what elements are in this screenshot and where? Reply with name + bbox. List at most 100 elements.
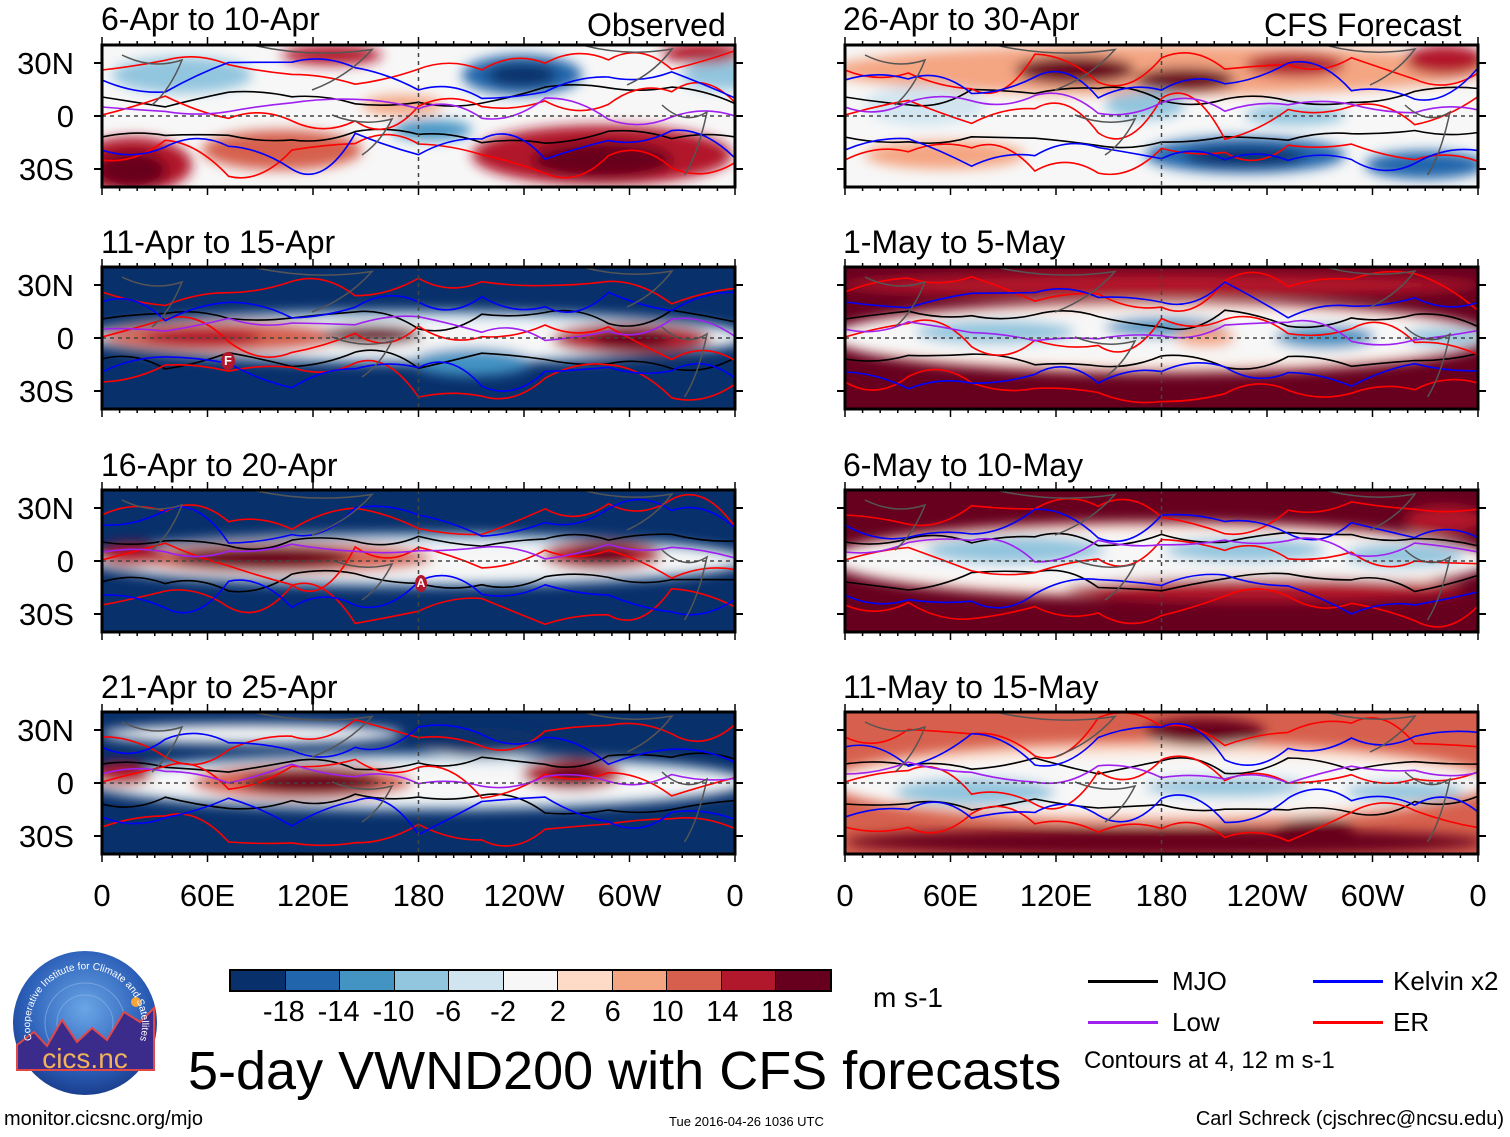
colorbar-label: -18: [262, 996, 305, 1028]
coastline: [121, 499, 184, 551]
contour-line: [845, 755, 1478, 810]
wind-anomaly-region: [1015, 56, 1135, 84]
wind-anomaly-region: [422, 727, 542, 757]
coastline: [581, 490, 674, 531]
map-panel-forecast-1: [837, 37, 1486, 195]
coastline: [661, 771, 709, 843]
coastline: [1404, 771, 1452, 843]
colorbar-label: 10: [651, 996, 684, 1028]
contour-line: [102, 763, 735, 789]
colorbar-label: -14: [317, 996, 360, 1028]
legend-line-low: [1088, 1021, 1158, 1024]
legend-label-mjo: MJO: [1172, 966, 1227, 996]
lat-label: 30N: [17, 491, 74, 526]
wind-anomaly-region: [865, 141, 1025, 169]
wind-anomaly-region: [1245, 53, 1345, 77]
wind-anomaly-region: [682, 60, 735, 90]
contour-line: [845, 788, 1478, 824]
panel-title: 26-Apr to 30-Apr: [843, 1, 1080, 37]
map-panel-forecast-4: [837, 704, 1486, 862]
coastline: [661, 104, 709, 176]
coastline: [121, 721, 184, 773]
lon-label: 180: [392, 878, 445, 913]
contour-line: [845, 573, 1478, 615]
colorbar-swatch: [394, 971, 450, 990]
wind-anomaly-region: [1105, 91, 1185, 119]
colorbar-label: -10: [372, 996, 415, 1028]
lon-label: 120W: [1226, 878, 1308, 913]
storm-marker: A: [415, 575, 427, 592]
map-panel-forecast-2: [837, 259, 1486, 417]
wind-anomaly-region: [1275, 325, 1375, 349]
footer-author[interactable]: Carl Schreck (cjschrec@ncsu.edu): [1195, 1108, 1504, 1130]
coastline: [121, 276, 184, 328]
lon-label: 60E: [922, 878, 979, 913]
wind-anomaly-region: [172, 546, 352, 570]
forecast-header: CFS Forecast: [1264, 7, 1462, 43]
lon-label: 120W: [483, 878, 565, 913]
lon-label: 0: [1469, 878, 1487, 913]
panel-title: 6-May to 10-May: [843, 447, 1084, 483]
contour-line: [102, 97, 735, 126]
coastline: [864, 276, 927, 328]
coastline: [864, 721, 927, 773]
coastline: [331, 781, 394, 823]
coastline: [661, 549, 709, 621]
colorbar-swatch: [449, 971, 504, 990]
lon-label: 180: [1135, 878, 1188, 913]
coastline: [1074, 336, 1137, 378]
coastline: [864, 54, 927, 106]
contour-line: [845, 319, 1478, 346]
coastline: [994, 712, 1117, 758]
colorbar: [229, 969, 832, 992]
colorbar-swatch: [231, 971, 286, 990]
colorbar-swatch: [776, 971, 831, 990]
coastline: [994, 45, 1117, 91]
colorbar-label: 14: [706, 996, 739, 1028]
coastline: [121, 54, 184, 106]
wind-anomaly-region: [915, 320, 1075, 344]
wind-anomaly-region: [895, 778, 1055, 806]
colorbar-swatch: [503, 971, 559, 990]
colorbar-swatch: [558, 971, 613, 990]
contour-line: [845, 143, 1478, 176]
colorbar-swatch: [667, 971, 722, 990]
legend-label-er: ER: [1393, 1007, 1430, 1037]
contour-line: [102, 533, 735, 551]
wind-anomaly-region: [1185, 147, 1305, 167]
contour-line: [102, 493, 735, 536]
coastline: [994, 267, 1117, 313]
storm-marker: F: [221, 352, 235, 370]
coastline: [331, 559, 394, 601]
contour-note: Contours at 4, 12 m s-1: [1084, 1047, 1335, 1074]
wind-anomaly-region: [1245, 105, 1345, 125]
lon-label: 0: [93, 878, 111, 913]
coastline: [581, 267, 674, 308]
contour-line: [102, 129, 735, 176]
coastline: [864, 499, 927, 551]
legend-line-kelvin: [1313, 980, 1383, 983]
coastline: [581, 712, 674, 753]
coastline: [1324, 45, 1417, 86]
coastline: [1324, 712, 1417, 753]
lat-label: 30S: [18, 819, 74, 854]
colorbar-units: m s-1: [873, 982, 943, 1013]
footer-url[interactable]: monitor.cicsnc.org/mjo: [4, 1108, 203, 1130]
wind-anomaly-region: [487, 63, 557, 87]
contour-line: [845, 92, 1478, 141]
wind-anomaly-region: [1275, 818, 1355, 846]
coastline: [581, 45, 674, 86]
footer-timestamp: Tue 2016-04-26 1036 UTC: [669, 1114, 824, 1129]
coastline: [251, 267, 374, 313]
lat-label: 0: [56, 99, 74, 134]
coastline: [1404, 326, 1452, 398]
wind-anomaly-region: [112, 57, 252, 93]
lon-label: 120E: [1019, 878, 1093, 913]
panel-title: 21-Apr to 25-Apr: [101, 669, 338, 705]
contour-line: [845, 795, 1478, 816]
wind-anomaly-region: [1405, 506, 1478, 534]
coastline: [1074, 781, 1137, 823]
colorbar-swatch: [340, 971, 395, 990]
map-panel-forecast-3: [837, 482, 1486, 640]
wind-anomaly-region: [142, 327, 262, 347]
